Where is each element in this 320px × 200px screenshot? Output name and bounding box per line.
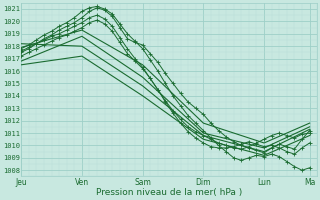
- X-axis label: Pression niveau de la mer( hPa ): Pression niveau de la mer( hPa ): [96, 188, 242, 197]
